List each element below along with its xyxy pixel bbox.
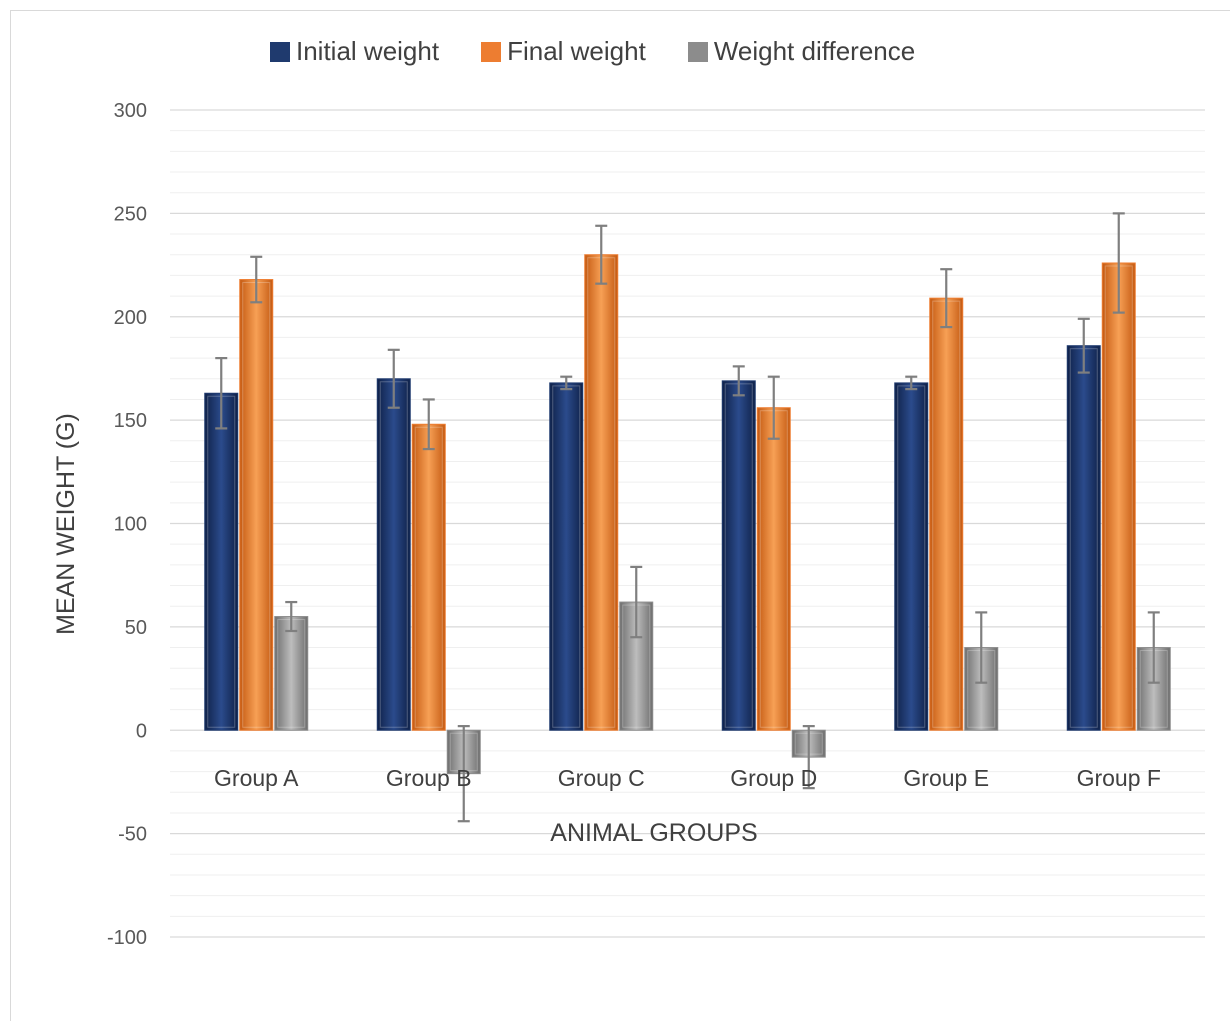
bar-initial-weight — [1066, 345, 1101, 731]
error-bar — [975, 611, 988, 684]
error-bar — [1077, 317, 1090, 374]
error-bars — [215, 212, 1160, 823]
y-tick-label: -50 — [118, 824, 147, 846]
error-bar — [215, 357, 228, 430]
y-tick-label: 200 — [114, 307, 147, 329]
y-axis-title: MEAN WEIGHT (G) — [52, 413, 80, 635]
bar-final-weight — [584, 254, 619, 731]
category-label: Group F — [1077, 765, 1161, 791]
y-tick-labels: 300 250 200 150 100 50 0 -50 -100 — [107, 100, 147, 949]
bar-initial-weight — [549, 382, 584, 731]
x-axis-title: ANIMAL GROUPS — [550, 819, 757, 847]
bar-final-weight — [756, 407, 791, 731]
error-bar — [250, 255, 263, 304]
legend-label-weight-difference: Weight difference — [713, 36, 916, 66]
bar-initial-weight — [894, 382, 929, 731]
legend-label-initial-weight: Initial weight — [296, 36, 440, 66]
error-bar — [560, 375, 573, 391]
legend: Initial weight Final weight Weight diffe… — [270, 36, 915, 67]
category-label: Group C — [558, 765, 645, 791]
legend-swatch-initial-weight — [270, 41, 290, 62]
y-tick-label: 0 — [136, 720, 147, 742]
bar-final-weight — [929, 297, 964, 731]
y-tick-label: 250 — [114, 203, 147, 225]
y-tick-label: -100 — [107, 927, 147, 949]
bar-final-weight — [411, 423, 446, 731]
category-label: Group D — [730, 765, 817, 791]
error-bar — [630, 565, 643, 639]
error-bar — [905, 375, 918, 391]
chart-frame — [10, 10, 1230, 1021]
error-bar — [732, 365, 745, 397]
gridlines — [170, 109, 1205, 938]
y-tick-label: 50 — [125, 617, 147, 639]
bars — [204, 254, 1171, 775]
bar-final-weight — [239, 279, 274, 731]
legend-item-weight-difference: Weight difference — [687, 36, 916, 67]
category-labels: Group A Group B Group C Group D Group E Group… — [214, 765, 1161, 791]
error-bar — [767, 375, 780, 440]
category-label: Group E — [903, 765, 989, 791]
error-bar — [457, 725, 470, 823]
category-label: Group A — [214, 765, 299, 791]
error-bar — [285, 600, 298, 633]
legend-item-initial-weight: Initial weight — [270, 36, 439, 67]
bar-initial-weight — [721, 380, 756, 731]
error-bar — [595, 224, 608, 285]
error-bar — [422, 398, 435, 451]
error-bar — [1112, 212, 1125, 314]
bar-weight-difference — [274, 616, 309, 731]
legend-swatch-final-weight — [481, 41, 502, 62]
error-bar — [940, 268, 953, 329]
legend-swatch-weight-difference — [687, 41, 708, 62]
y-tick-label: 300 — [114, 100, 147, 122]
error-bar — [802, 725, 815, 790]
error-bar — [1147, 611, 1160, 684]
bar-final-weight — [1101, 262, 1136, 731]
bar-initial-weight — [376, 378, 411, 731]
error-bar — [387, 348, 400, 409]
legend-label-final-weight: Final weight — [507, 36, 646, 66]
y-tick-label: 100 — [114, 514, 147, 536]
bar-initial-weight — [204, 392, 239, 731]
legend-item-final-weight: Final weight — [481, 36, 646, 67]
category-label: Group B — [386, 765, 472, 791]
y-tick-label: 150 — [114, 410, 147, 432]
